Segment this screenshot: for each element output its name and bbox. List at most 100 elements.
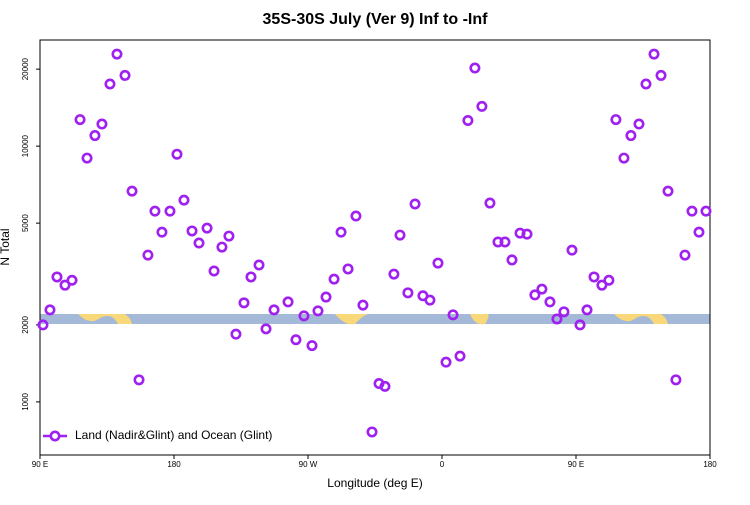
y-tick-label: 5000 [21,214,30,232]
point [625,130,637,142]
point [186,225,198,237]
point [133,374,145,386]
point [366,426,378,438]
x-tick-label: 90 W [299,460,318,469]
point [447,309,459,321]
point [178,194,190,206]
point [81,152,93,164]
point [149,205,161,217]
point [693,226,705,238]
point [618,152,630,164]
point [66,274,78,286]
point [290,334,302,346]
point [350,210,362,222]
y-tick-label: 1000 [21,392,30,410]
point [89,130,101,142]
point [402,287,414,299]
point [201,222,213,234]
legend-marker [49,430,61,442]
point [260,323,272,335]
point [499,236,511,248]
point [476,100,488,112]
point [610,114,622,126]
point [104,78,116,90]
point [245,271,257,283]
point [700,205,712,217]
point [171,148,183,160]
point [670,374,682,386]
point [640,78,652,90]
point [529,289,541,301]
y-tick-label: 2000 [21,315,30,333]
x-tick-label: 180 [703,460,717,469]
point [216,241,228,253]
point [282,296,294,308]
x-tick-label: 0 [440,460,445,469]
point [506,254,518,266]
point [551,313,563,325]
point [193,237,205,249]
point [268,304,280,316]
x-tick-label: 90 E [568,460,584,469]
point [388,268,400,280]
point [298,310,310,322]
point [409,198,421,210]
plot-frame [39,39,711,456]
point [633,118,645,130]
point [558,306,570,318]
point [253,259,265,271]
point [156,226,168,238]
point [440,356,452,368]
point [655,69,667,81]
x-tick-label: 90 E [32,460,48,469]
point [603,274,615,286]
y-axis-label: N Total [0,228,12,265]
point [596,279,608,291]
point [320,291,332,303]
point [111,48,123,60]
point [59,279,71,291]
point [544,296,556,308]
point [142,249,154,261]
point [581,304,593,316]
point [424,294,436,306]
point [574,319,586,331]
point [588,271,600,283]
point [394,229,406,241]
point [238,297,250,309]
point [379,380,391,392]
point [492,236,504,248]
point [37,319,49,331]
point [223,230,235,242]
point [119,69,131,81]
point [454,350,466,362]
point [484,197,496,209]
point [74,114,86,126]
point [357,299,369,311]
point [312,305,324,317]
x-axis-label: Longitude (deg E) [327,476,422,490]
point [342,263,354,275]
y-tick-label: 10000 [21,134,30,157]
point [208,265,220,277]
point [679,249,691,261]
point [126,185,138,197]
point [328,273,340,285]
point [686,205,698,217]
point [462,114,474,126]
surface-band [40,314,710,325]
point [51,271,63,283]
legend-label: Land (Nadir&Glint) and Ocean (Glint) [75,428,272,442]
point [469,62,481,74]
y-tick-label: 20000 [21,57,30,80]
point [432,257,444,269]
point [335,226,347,238]
point [164,205,176,217]
point [662,185,674,197]
x-tick-label: 180 [167,460,181,469]
point [536,283,548,295]
point [44,304,56,316]
point [230,328,242,340]
point [514,227,526,239]
